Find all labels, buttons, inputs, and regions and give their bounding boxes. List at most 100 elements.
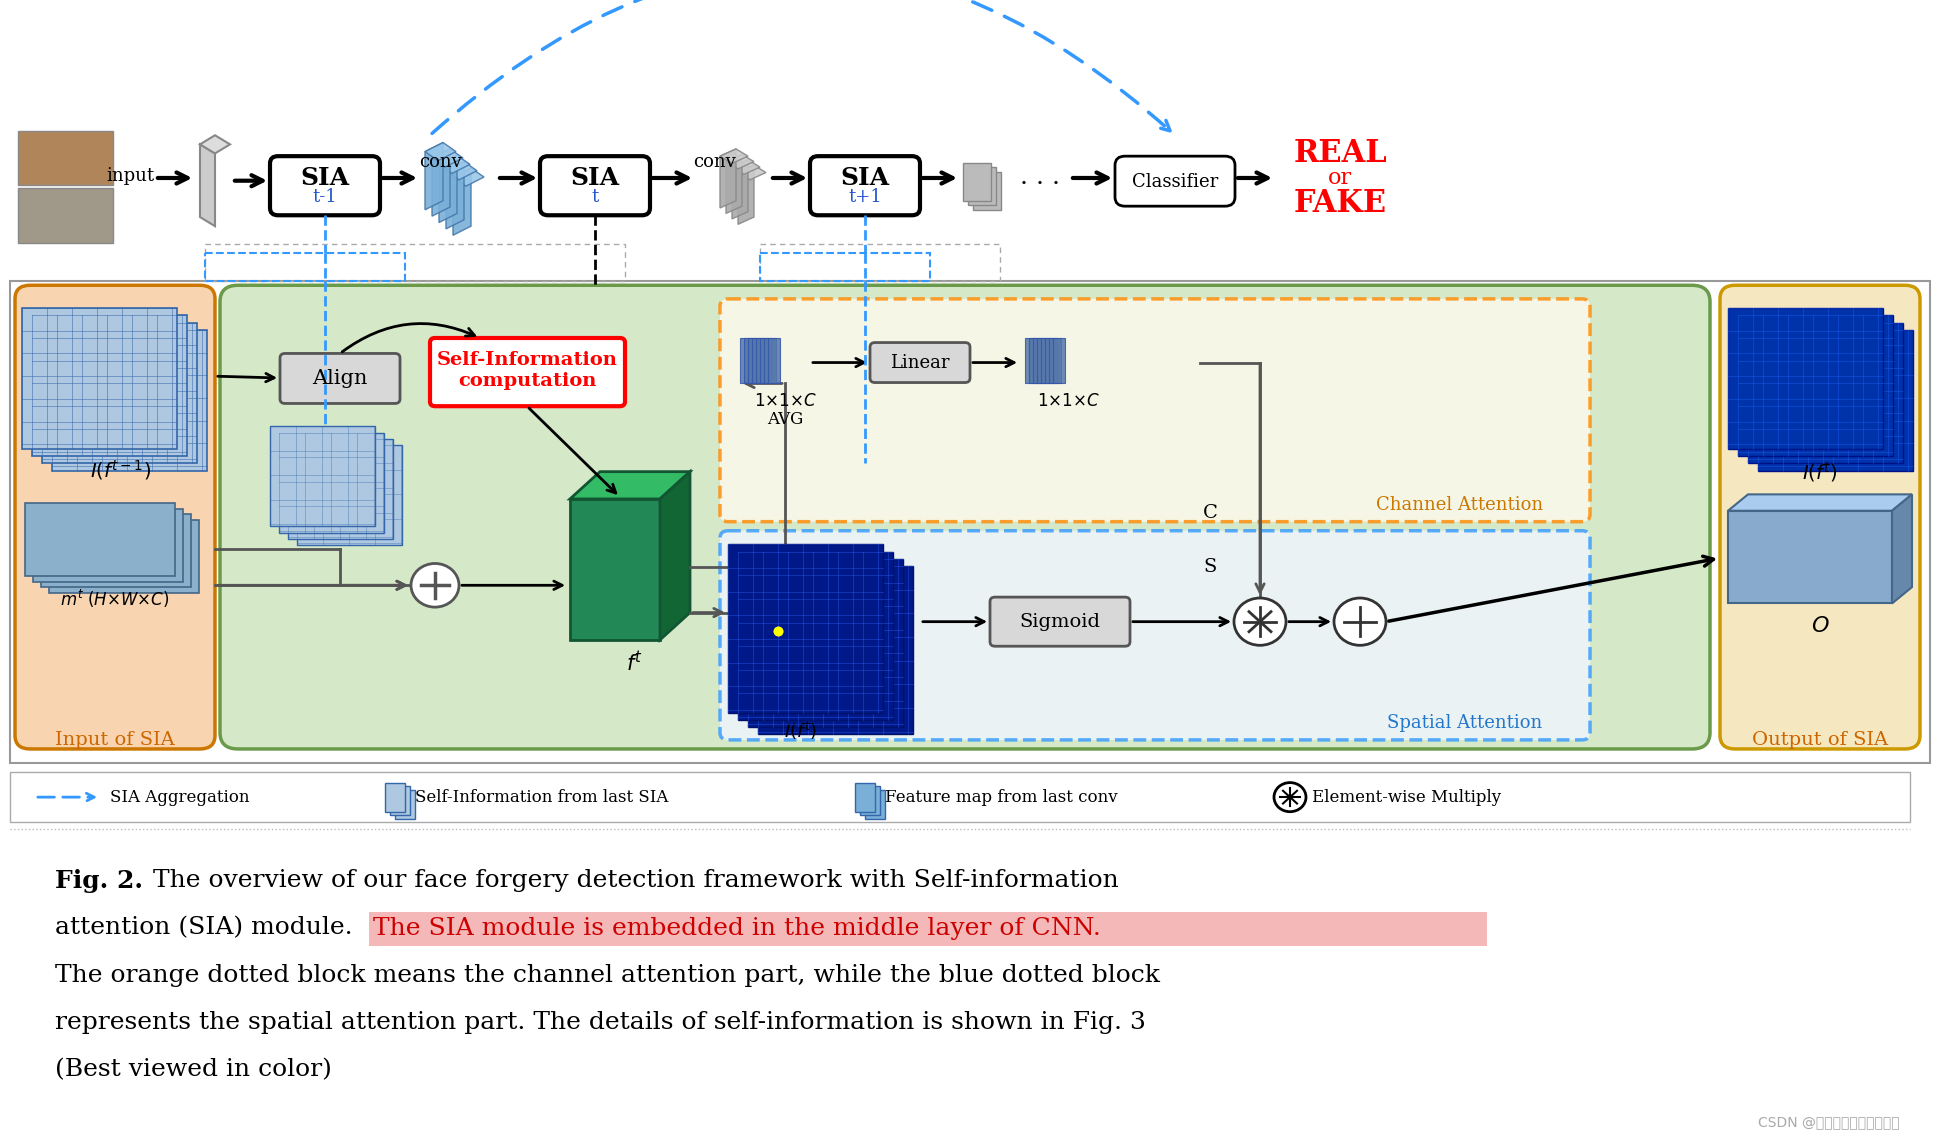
Bar <box>755 338 769 384</box>
Text: Spatial Attention: Spatial Attention <box>1387 714 1543 732</box>
Text: $I(f^t)$: $I(f^t)$ <box>1803 460 1838 484</box>
Bar <box>739 338 751 384</box>
Bar <box>769 338 780 384</box>
Text: represents the spatial attention part. The details of self-information is shown : represents the spatial attention part. T… <box>55 1011 1145 1034</box>
Bar <box>1028 338 1042 384</box>
Text: Sigmoid: Sigmoid <box>1020 613 1100 631</box>
FancyBboxPatch shape <box>16 285 215 749</box>
Bar <box>18 188 113 243</box>
Polygon shape <box>453 167 470 236</box>
Bar <box>1032 338 1046 384</box>
Text: (Best viewed in color): (Best viewed in color) <box>55 1058 332 1081</box>
Bar <box>761 338 773 384</box>
Bar <box>1729 308 1883 449</box>
Bar <box>974 172 1001 210</box>
Bar <box>33 509 183 582</box>
Text: AVG: AVG <box>767 411 804 428</box>
Text: REAL: REAL <box>1294 138 1387 169</box>
Polygon shape <box>732 159 747 219</box>
Bar <box>737 551 894 720</box>
Polygon shape <box>431 149 451 216</box>
Circle shape <box>412 564 458 607</box>
Bar <box>1054 338 1065 384</box>
Text: SIA: SIA <box>841 166 890 190</box>
Bar <box>390 786 410 816</box>
Text: C: C <box>1202 503 1217 522</box>
Text: Fig. 2.: Fig. 2. <box>55 869 142 893</box>
Bar <box>855 782 874 812</box>
Text: S: S <box>1204 558 1217 576</box>
FancyBboxPatch shape <box>720 531 1590 740</box>
Polygon shape <box>439 155 457 222</box>
FancyBboxPatch shape <box>1721 285 1920 749</box>
Bar <box>279 433 384 533</box>
Text: Self-Information: Self-Information <box>437 351 617 369</box>
Bar <box>25 503 176 576</box>
Polygon shape <box>726 155 753 169</box>
FancyBboxPatch shape <box>281 353 400 403</box>
Polygon shape <box>425 142 457 161</box>
Bar <box>743 338 755 384</box>
Text: $m^t$ $(H{\times}W{\times}C)$: $m^t$ $(H{\times}W{\times}C)$ <box>60 588 170 611</box>
Text: The SIA module is embedded in the middle layer of CNN.: The SIA module is embedded in the middle… <box>373 917 1100 940</box>
Polygon shape <box>425 142 443 210</box>
Bar <box>1024 338 1038 384</box>
Bar <box>964 163 991 200</box>
Text: computation: computation <box>458 371 597 390</box>
Bar <box>21 308 178 449</box>
Bar <box>10 280 1930 763</box>
Bar <box>31 316 187 457</box>
FancyBboxPatch shape <box>989 597 1130 646</box>
Polygon shape <box>720 149 736 208</box>
Bar <box>1758 330 1914 470</box>
Circle shape <box>1274 782 1305 812</box>
Bar <box>747 559 903 727</box>
Text: FAKE: FAKE <box>1294 188 1387 219</box>
Bar <box>728 544 884 713</box>
Bar <box>1738 316 1892 457</box>
Bar <box>18 131 113 186</box>
Bar <box>205 245 624 280</box>
Text: Channel Attention: Channel Attention <box>1377 497 1543 515</box>
FancyBboxPatch shape <box>1116 156 1235 206</box>
Text: $1{\times}1{\times}C$: $1{\times}1{\times}C$ <box>753 393 816 410</box>
Bar <box>53 330 207 470</box>
Text: The orange dotted block means the channel attention part, while the blue dotted : The orange dotted block means the channe… <box>55 964 1161 986</box>
Text: $I(f^{t-1})$: $I(f^{t-1})$ <box>90 458 150 482</box>
Text: attention (SIA) module.: attention (SIA) module. <box>55 917 361 940</box>
Text: conv: conv <box>695 153 736 171</box>
Polygon shape <box>447 162 464 229</box>
Circle shape <box>1334 598 1385 646</box>
FancyBboxPatch shape <box>540 156 650 215</box>
Polygon shape <box>570 472 691 499</box>
Text: $I(f^t)$: $I(f^t)$ <box>784 720 816 741</box>
Bar <box>1050 338 1061 384</box>
FancyBboxPatch shape <box>429 338 624 407</box>
Text: Feature map from last conv: Feature map from last conv <box>886 788 1118 805</box>
Bar <box>1046 338 1057 384</box>
Bar <box>765 338 776 384</box>
Polygon shape <box>732 159 761 174</box>
Polygon shape <box>1729 510 1892 604</box>
Text: t-1: t-1 <box>312 188 338 206</box>
FancyBboxPatch shape <box>870 343 970 383</box>
Bar <box>269 426 375 526</box>
Text: The overview of our face forgery detection framework with Self-information: The overview of our face forgery detecti… <box>144 869 1118 892</box>
Text: Output of SIA: Output of SIA <box>1752 731 1889 748</box>
Bar <box>205 254 406 280</box>
Text: $1{\times}1{\times}C$: $1{\times}1{\times}C$ <box>1036 393 1098 410</box>
Polygon shape <box>737 165 767 180</box>
Bar <box>1748 322 1902 464</box>
Polygon shape <box>447 162 476 180</box>
Text: or: or <box>1329 167 1352 189</box>
Bar <box>384 782 406 812</box>
Polygon shape <box>737 165 753 224</box>
Text: Element-wise Multiply: Element-wise Multiply <box>1311 788 1500 805</box>
Bar <box>761 254 931 280</box>
Polygon shape <box>201 136 230 154</box>
Polygon shape <box>726 155 741 213</box>
Polygon shape <box>453 167 484 186</box>
Polygon shape <box>201 145 215 227</box>
Text: SIA: SIA <box>570 166 620 190</box>
Text: Linear: Linear <box>890 353 950 371</box>
